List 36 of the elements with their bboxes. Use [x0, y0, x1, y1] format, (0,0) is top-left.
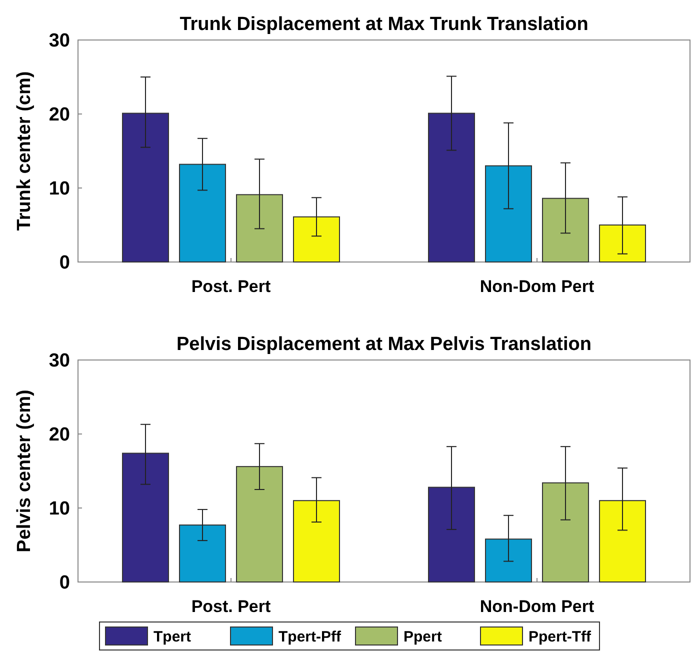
legend-label: Ppert-Tff: [528, 628, 592, 646]
legend-label: Ppert: [404, 628, 442, 646]
bar: [542, 482, 589, 582]
bar: [599, 224, 646, 262]
y-tick-label: 0: [59, 252, 70, 274]
y-tick-label: 20: [48, 424, 70, 446]
bar: [485, 538, 532, 582]
bar: [599, 500, 646, 582]
bar: [236, 194, 283, 262]
bar: [179, 524, 226, 582]
y-tick-label: 0: [59, 572, 70, 594]
bar: [428, 112, 475, 262]
y-axis-title: Pelvis center (cm): [14, 390, 35, 552]
y-tick-label: 30: [48, 30, 70, 52]
bar: [122, 112, 169, 262]
y-axis-title: Trunk center (cm): [14, 71, 35, 231]
bar: [542, 198, 589, 262]
y-tick-label: 30: [48, 350, 70, 372]
legend-label: Tpert: [154, 628, 192, 646]
bar: [122, 452, 169, 582]
bar: [428, 486, 475, 582]
y-tick-label: 10: [48, 178, 70, 200]
bar: [485, 165, 532, 262]
x-tick-label: Post. Pert: [191, 277, 272, 296]
x-tick-label: Post. Pert: [191, 597, 272, 616]
chart-title: Pelvis Displacement at Max Pelvis Translation: [176, 334, 592, 355]
bar: [236, 466, 283, 582]
x-tick-label: Non-Dom Pert: [480, 277, 594, 296]
bar: [293, 216, 340, 262]
x-tick-label: Non-Dom Pert: [480, 597, 594, 616]
bar: [293, 500, 340, 582]
chart-title: Trunk Displacement at Max Trunk Translation: [180, 14, 588, 35]
legend-label: Tpert-Pff: [278, 628, 342, 646]
y-tick-label: 20: [48, 104, 70, 126]
bar: [179, 164, 226, 262]
y-tick-label: 10: [48, 498, 70, 520]
